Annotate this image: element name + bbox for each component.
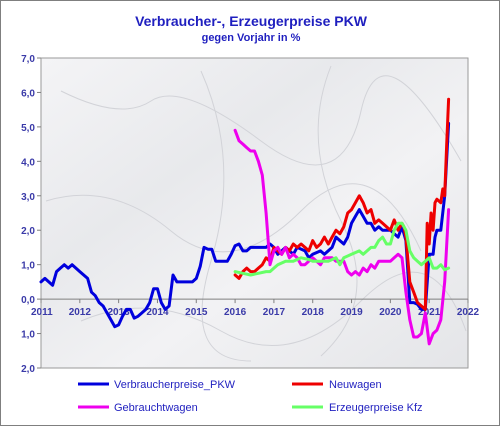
legend-item-erzeugerpreise-kfz: Erzeugerpreise Kfz [292, 402, 423, 414]
y-tick-label: 2,0 [21, 364, 35, 375]
y-axis: 7,0 6,0 5,0 4,0 3,0 2,0 1,0 0,0 1,0 2,0 [21, 54, 41, 375]
y-tick-label: 3,0 [21, 192, 35, 203]
y-tick-label: 1,0 [21, 330, 35, 341]
y-tick-label: 7,0 [21, 54, 35, 65]
y-tick-label: 2,0 [21, 226, 35, 237]
series-line-gebrauchtwagen [233, 128, 451, 346]
x-tick-label: 2017 [263, 307, 286, 318]
plot-area [40, 57, 469, 369]
x-tick-label: 2014 [146, 307, 169, 318]
series-line-erzeugerpreise-kfz [233, 221, 451, 277]
x-axis: 2011 2012 2013 2014 2015 2016 2017 2018 2019 2020… [31, 298, 480, 318]
legend-item-gebrauchtwagen: Gebrauchtwagen [78, 402, 198, 414]
y-tick-label: 0,0 [21, 295, 35, 306]
x-tick-label: 2016 [224, 307, 247, 318]
chart-subtitle: gegen Vorjahr in % [202, 32, 301, 44]
chart-title: Verbraucher-, Erzeugerpreise PKW [135, 13, 368, 29]
legend-item-verbraucherpreise-pkw: Verbraucherpreise_PKW [78, 379, 236, 391]
legend-label-gebrauchtwagen: Gebrauchtwagen [114, 402, 198, 414]
x-tick-label: 2021 [418, 307, 441, 318]
y-tick-label: 5,0 [21, 123, 35, 134]
x-tick-label: 2018 [302, 307, 325, 318]
x-tick-label: 2013 [108, 307, 131, 318]
series-line-neuwagen [233, 97, 451, 311]
series-lines [39, 97, 451, 346]
marble-texture [45, 65, 467, 362]
x-tick-label: 2011 [31, 307, 53, 318]
x-tick-label: 2020 [379, 307, 402, 318]
y-tick-label: 6,0 [21, 88, 35, 99]
legend: Verbraucherpreise_PKW Neuwagen Gebraucht… [78, 379, 423, 414]
y-tick-label: 1,0 [21, 261, 35, 272]
x-tick-label: 2012 [69, 307, 92, 318]
x-tick-label: 2022 [457, 307, 480, 318]
x-tick-label: 2019 [340, 307, 363, 318]
legend-label-verbraucherpreise-pkw: Verbraucherpreise_PKW [114, 379, 236, 391]
x-tick-label: 2015 [185, 307, 208, 318]
legend-label-neuwagen: Neuwagen [329, 379, 382, 391]
y-tick-label: 4,0 [21, 157, 35, 168]
legend-label-erzeugerpreise-kfz: Erzeugerpreise Kfz [329, 402, 423, 414]
legend-item-neuwagen: Neuwagen [292, 379, 382, 391]
